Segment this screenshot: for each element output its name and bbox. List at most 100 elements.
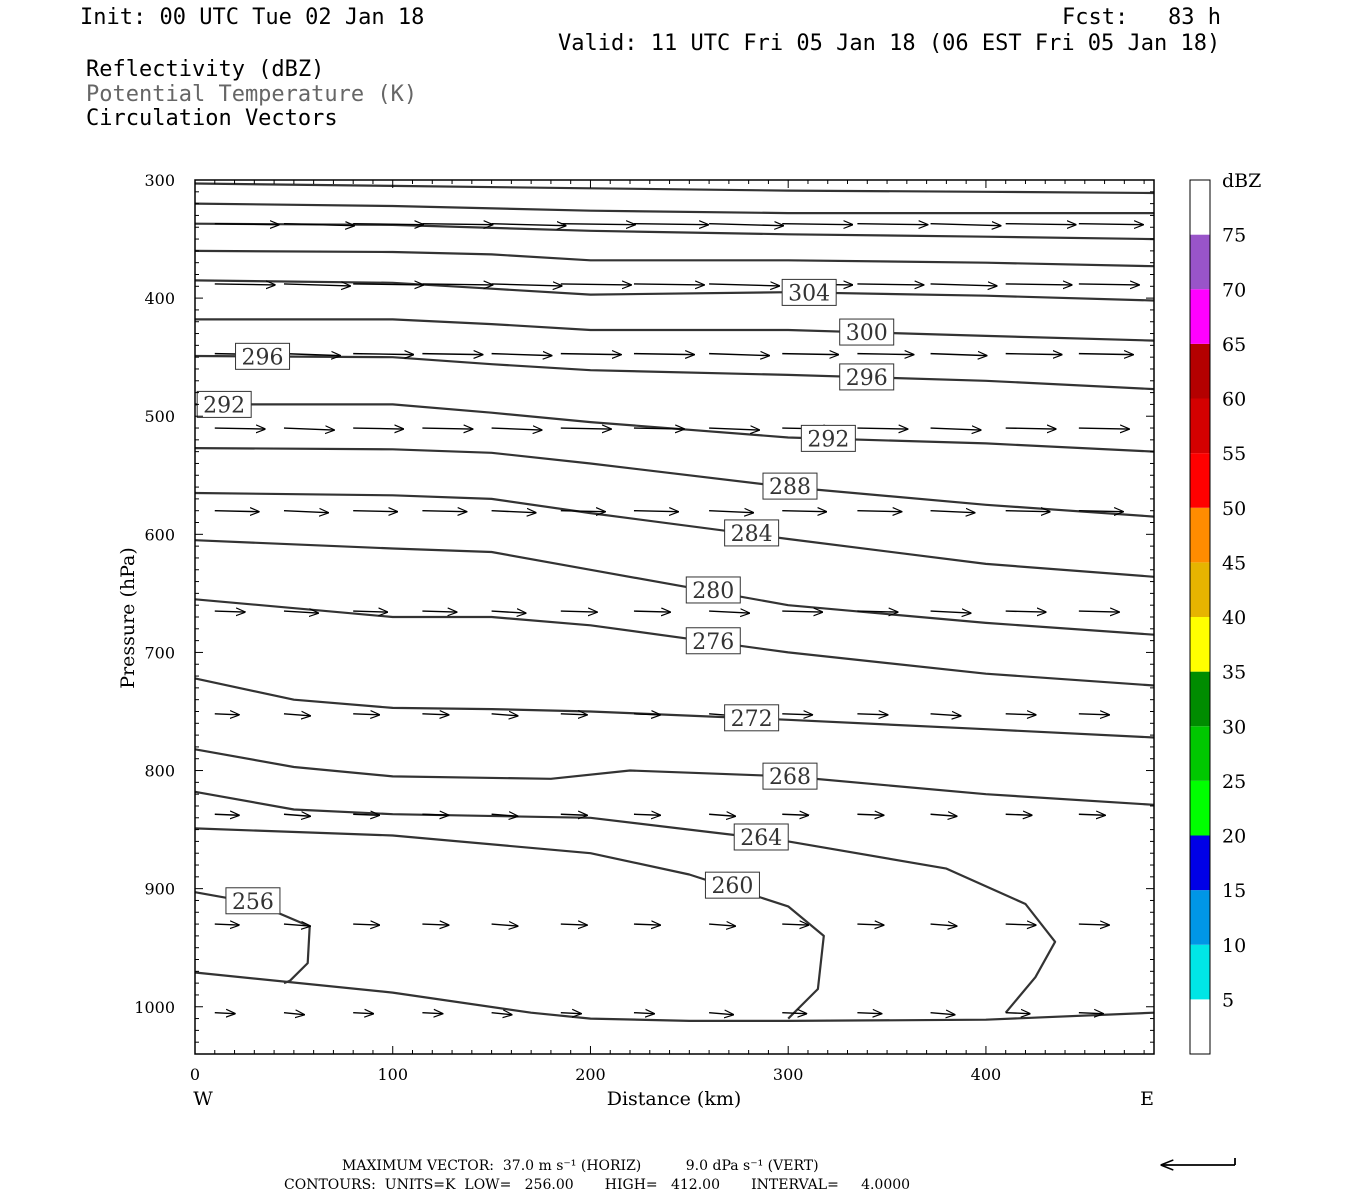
field-circulation-vectors: Circulation Vectors <box>86 106 338 131</box>
circulation-vector <box>1005 1013 1030 1014</box>
circulation-vector <box>1078 814 1105 815</box>
circulation-vector <box>560 814 587 815</box>
circulation-vector <box>930 611 971 613</box>
circulation-vector <box>491 428 542 430</box>
circulation-vector <box>214 1013 235 1014</box>
circulation-vector <box>422 224 492 225</box>
circulation-vector <box>491 354 552 356</box>
circulation-vector <box>560 1013 581 1014</box>
circulation-vector <box>283 284 350 286</box>
y-axis-label: Pressure (hPa) <box>117 547 139 689</box>
contour-line <box>194 971 1155 1022</box>
circulation-vector <box>709 1013 733 1015</box>
circulation-vector <box>709 224 783 226</box>
circulation-vector <box>930 1013 955 1015</box>
y-tick-label: 800 <box>144 762 175 781</box>
contour-label: 296 <box>242 345 284 370</box>
contour-line <box>194 279 1155 302</box>
x-tick-label: 300 <box>773 1065 804 1084</box>
circulation-vector <box>1005 924 1036 925</box>
colorbar-cell <box>1190 562 1210 617</box>
circulation-vector <box>353 924 379 925</box>
y-tick-label: 600 <box>144 525 175 544</box>
y-tick-label: 300 <box>144 171 175 190</box>
circulation-vector <box>560 611 597 612</box>
circulation-vector <box>422 511 466 512</box>
circulation-vector <box>857 611 897 612</box>
circulation-vector <box>857 224 927 225</box>
circulation-vector <box>1005 284 1072 285</box>
circulation-vector <box>930 924 957 926</box>
plot-frame <box>194 179 1155 1055</box>
circulation-vector <box>491 714 518 716</box>
contour-label-box <box>685 576 741 604</box>
contour-line <box>194 182 1155 195</box>
colorbar-cell <box>1190 289 1210 344</box>
circulation-vector <box>491 1013 512 1015</box>
circulation-vector <box>633 354 694 355</box>
circulation-vector <box>1078 354 1133 355</box>
x-tick-label: 200 <box>575 1065 606 1084</box>
contour-label-box <box>800 424 856 452</box>
contour-label: 292 <box>807 427 849 452</box>
circulation-vector <box>633 714 660 715</box>
y-tick-label: 700 <box>144 643 175 662</box>
contour-label-box <box>839 318 895 346</box>
contour-label-box <box>762 472 818 500</box>
circulation-vector <box>560 714 587 715</box>
circulation-vector <box>214 924 239 925</box>
colorbar-label: 10 <box>1222 935 1246 957</box>
circulation-vector <box>633 814 660 815</box>
colorbar-label: 40 <box>1222 607 1246 629</box>
field-reflectivity: Reflectivity (dBZ) <box>86 57 325 82</box>
contour-line <box>194 249 1155 268</box>
y-tick-label: 900 <box>144 880 175 899</box>
contour-line <box>194 748 1155 806</box>
contour-label-box <box>762 762 818 790</box>
contour-label-box <box>225 887 281 915</box>
circulation-vector <box>422 611 456 612</box>
contour-label: 284 <box>731 522 773 547</box>
contour-info-note: CONTOURS: UNITS=K LOW= 256.00 HIGH= 412.… <box>284 1177 911 1193</box>
circulation-vector <box>930 511 975 513</box>
circulation-vector <box>283 224 354 226</box>
colorbar-cell <box>1190 507 1210 563</box>
circulation-vector <box>782 924 808 925</box>
contour-label: 304 <box>788 281 830 306</box>
circulation-vector <box>709 428 759 430</box>
colorbar-label: 65 <box>1222 334 1246 356</box>
contour-line <box>195 403 1155 453</box>
circulation-vector <box>709 924 735 926</box>
contour-line <box>194 222 1155 241</box>
circulation-vector <box>1078 1013 1103 1014</box>
circulation-vector <box>560 924 587 925</box>
x-west-label: W <box>193 1088 213 1110</box>
contour-label-layer: 304 300 296 296 292 292 288 284 280 276 272 268 264 2… <box>196 278 895 915</box>
contour-label-box <box>704 871 760 899</box>
contour-label-box <box>733 823 789 851</box>
field-potential-temperature: Potential Temperature (K) <box>86 82 418 107</box>
circulation-vector <box>353 354 413 355</box>
circulation-vector <box>782 511 826 512</box>
circulation-vector <box>353 428 403 429</box>
contour-label: 276 <box>692 630 734 655</box>
x-tick-label: 400 <box>971 1065 1002 1084</box>
reference-vector-icon <box>1162 1158 1236 1165</box>
contour-label: 264 <box>740 826 782 851</box>
contour-label-box <box>839 363 895 391</box>
contour-line <box>194 598 1155 687</box>
circulation-vector <box>353 814 379 815</box>
contour-line <box>194 827 825 1020</box>
circulation-vector <box>633 1013 654 1014</box>
colorbar: 5 10 15 20 25 30 35 40 45 50 55 60 65 70 75 dBZ <box>1189 170 1261 1055</box>
x-east-label: E <box>1140 1088 1154 1110</box>
circulation-vector <box>422 354 482 355</box>
circulation-vector <box>560 284 631 285</box>
contour-line <box>195 318 1155 342</box>
circulation-vector <box>857 1013 881 1014</box>
x-axis-label: Distance (km) <box>607 1088 742 1110</box>
circulation-vector <box>283 511 328 513</box>
contour-label: 260 <box>711 874 753 899</box>
circulation-vector <box>1005 224 1076 225</box>
circulation-vector <box>422 428 472 429</box>
